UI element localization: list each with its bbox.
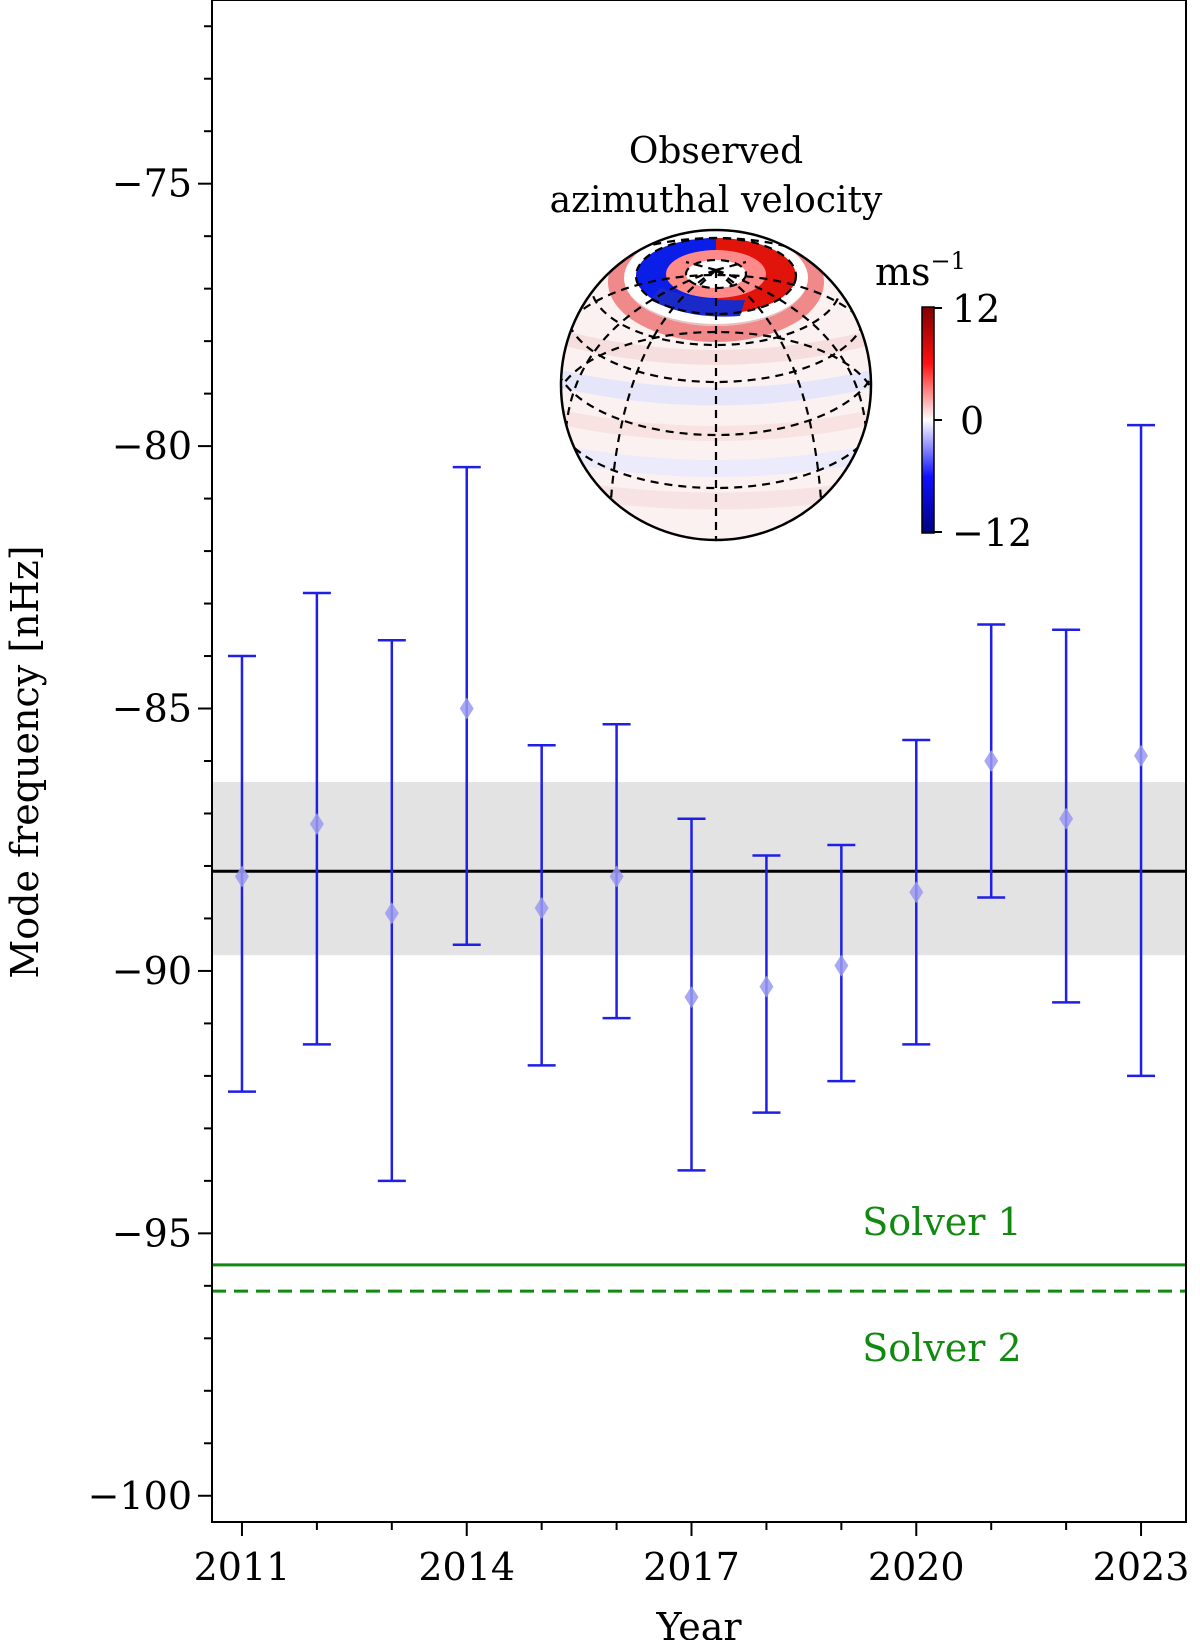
data-point — [459, 697, 474, 720]
y-tick-label: −80 — [112, 424, 192, 468]
solver-label-2: Solver 2 — [862, 1326, 1021, 1370]
data-point — [384, 902, 399, 925]
solver-label-1: Solver 1 — [862, 1200, 1021, 1244]
data-point — [309, 812, 324, 835]
y-axis-ticks: −75 −80 −85 −90 −95 −100 — [88, 25, 212, 1518]
x-tick-label: 2023 — [1093, 1545, 1190, 1589]
colorbar-unit-exponent: −1 — [931, 247, 966, 275]
x-tick-label: 2017 — [643, 1545, 740, 1589]
data-point — [909, 881, 924, 904]
y-tick-label: −100 — [88, 1474, 192, 1518]
y-tick-label: −85 — [112, 687, 192, 731]
azimuthal-velocity-inset: Observed azimuthal velocity — [550, 131, 1033, 555]
y-axis-label: Mode frequency [nHz] — [3, 545, 47, 978]
x-tick-label: 2020 — [868, 1545, 965, 1589]
x-tick-label: 2014 — [418, 1545, 515, 1589]
colorbar-unit: ms−1 — [875, 247, 966, 294]
x-tick-label: 2011 — [194, 1545, 291, 1589]
colorbar-tick-min: −12 — [952, 511, 1032, 555]
y-tick-label: −75 — [112, 162, 192, 206]
data-point — [1134, 744, 1149, 767]
data-series — [227, 423, 1156, 1183]
data-point — [984, 750, 999, 772]
data-point — [609, 865, 624, 888]
x-axis-label: Year — [655, 1605, 742, 1640]
data-point — [684, 986, 699, 1009]
inset-title-line2: azimuthal velocity — [550, 180, 883, 221]
data-point — [534, 896, 549, 919]
solver-lines: Solver 1 Solver 2 — [212, 1200, 1186, 1370]
y-tick-label: −95 — [112, 1211, 192, 1255]
data-point — [1059, 807, 1074, 830]
data-point — [234, 865, 249, 888]
mean-uncertainty-band — [212, 781, 1186, 956]
plot-frame — [211, 0, 1187, 1523]
colorbar-tick-zero: 0 — [960, 399, 984, 443]
data-point — [759, 975, 774, 998]
colorbar-tick-max: 12 — [952, 287, 1000, 331]
y-tick-label: −90 — [112, 949, 192, 993]
inset-title-line1: Observed — [629, 131, 803, 172]
x-axis-ticks: 2011 2014 2017 2020 2023 — [194, 1522, 1190, 1589]
data-point — [834, 954, 849, 977]
colorbar — [921, 306, 935, 534]
